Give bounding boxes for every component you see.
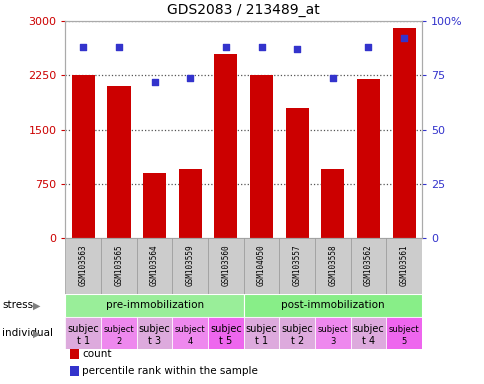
Text: GSM103562: GSM103562 xyxy=(363,244,372,286)
FancyBboxPatch shape xyxy=(65,294,243,317)
Text: GSM103565: GSM103565 xyxy=(114,244,123,286)
Text: subject: subject xyxy=(388,325,419,334)
Bar xyxy=(143,173,166,238)
Point xyxy=(186,74,194,81)
Text: GSM103561: GSM103561 xyxy=(399,244,408,286)
Bar xyxy=(178,169,201,238)
Text: GSM103564: GSM103564 xyxy=(150,244,159,286)
Title: GDS2083 / 213489_at: GDS2083 / 213489_at xyxy=(167,3,319,17)
Text: 4: 4 xyxy=(187,337,193,346)
FancyBboxPatch shape xyxy=(385,238,421,294)
Point xyxy=(222,44,229,50)
Text: t 3: t 3 xyxy=(148,336,161,346)
Point xyxy=(257,44,265,50)
Point xyxy=(364,44,372,50)
Text: t 4: t 4 xyxy=(361,336,374,346)
FancyBboxPatch shape xyxy=(172,317,208,349)
Text: subjec: subjec xyxy=(67,324,99,334)
Point xyxy=(79,44,87,50)
Text: count: count xyxy=(82,349,112,359)
FancyBboxPatch shape xyxy=(350,317,385,349)
Text: subjec: subjec xyxy=(352,324,383,334)
Text: GSM104050: GSM104050 xyxy=(257,244,266,286)
Bar xyxy=(320,169,344,238)
Text: GSM103558: GSM103558 xyxy=(328,244,337,286)
Point xyxy=(151,79,158,85)
Text: percentile rank within the sample: percentile rank within the sample xyxy=(82,366,258,376)
Text: subjec: subjec xyxy=(138,324,170,334)
Text: stress: stress xyxy=(2,300,33,310)
Text: GSM103559: GSM103559 xyxy=(185,244,195,286)
Text: post-immobilization: post-immobilization xyxy=(280,300,384,310)
FancyBboxPatch shape xyxy=(65,317,101,349)
FancyBboxPatch shape xyxy=(136,317,172,349)
FancyBboxPatch shape xyxy=(350,238,385,294)
FancyBboxPatch shape xyxy=(136,238,172,294)
Text: ▶: ▶ xyxy=(33,328,40,338)
FancyBboxPatch shape xyxy=(208,238,243,294)
Text: subjec: subjec xyxy=(210,324,241,334)
Bar xyxy=(392,28,415,238)
Text: ▶: ▶ xyxy=(33,300,40,310)
Text: t 2: t 2 xyxy=(290,336,303,346)
Text: t 1: t 1 xyxy=(76,336,90,346)
Bar xyxy=(214,54,237,238)
FancyBboxPatch shape xyxy=(243,238,279,294)
Bar xyxy=(107,86,130,238)
Text: t 1: t 1 xyxy=(255,336,268,346)
Text: 2: 2 xyxy=(116,337,121,346)
Point xyxy=(328,74,336,81)
Text: 5: 5 xyxy=(401,337,406,346)
Text: GSM103560: GSM103560 xyxy=(221,244,230,286)
FancyBboxPatch shape xyxy=(243,294,421,317)
FancyBboxPatch shape xyxy=(65,238,101,294)
Bar xyxy=(249,75,272,238)
FancyBboxPatch shape xyxy=(279,317,314,349)
Point xyxy=(399,35,407,41)
FancyBboxPatch shape xyxy=(208,317,243,349)
Bar xyxy=(356,79,379,238)
FancyBboxPatch shape xyxy=(314,238,350,294)
FancyBboxPatch shape xyxy=(279,238,314,294)
Text: subject: subject xyxy=(104,325,134,334)
Text: individual: individual xyxy=(2,328,53,338)
Text: GSM103563: GSM103563 xyxy=(78,244,88,286)
FancyBboxPatch shape xyxy=(243,317,279,349)
Text: pre-immobilization: pre-immobilization xyxy=(106,300,203,310)
Text: GSM103557: GSM103557 xyxy=(292,244,301,286)
Point xyxy=(115,44,122,50)
Point xyxy=(293,46,301,52)
Text: subjec: subjec xyxy=(281,324,312,334)
FancyBboxPatch shape xyxy=(314,317,350,349)
FancyBboxPatch shape xyxy=(101,317,136,349)
Bar xyxy=(285,108,308,238)
Bar xyxy=(72,75,95,238)
Text: subject: subject xyxy=(175,325,205,334)
Text: subjec: subjec xyxy=(245,324,277,334)
Text: t 5: t 5 xyxy=(219,336,232,346)
Text: subject: subject xyxy=(317,325,348,334)
FancyBboxPatch shape xyxy=(172,238,208,294)
FancyBboxPatch shape xyxy=(101,238,136,294)
FancyBboxPatch shape xyxy=(385,317,421,349)
Text: 3: 3 xyxy=(330,337,335,346)
